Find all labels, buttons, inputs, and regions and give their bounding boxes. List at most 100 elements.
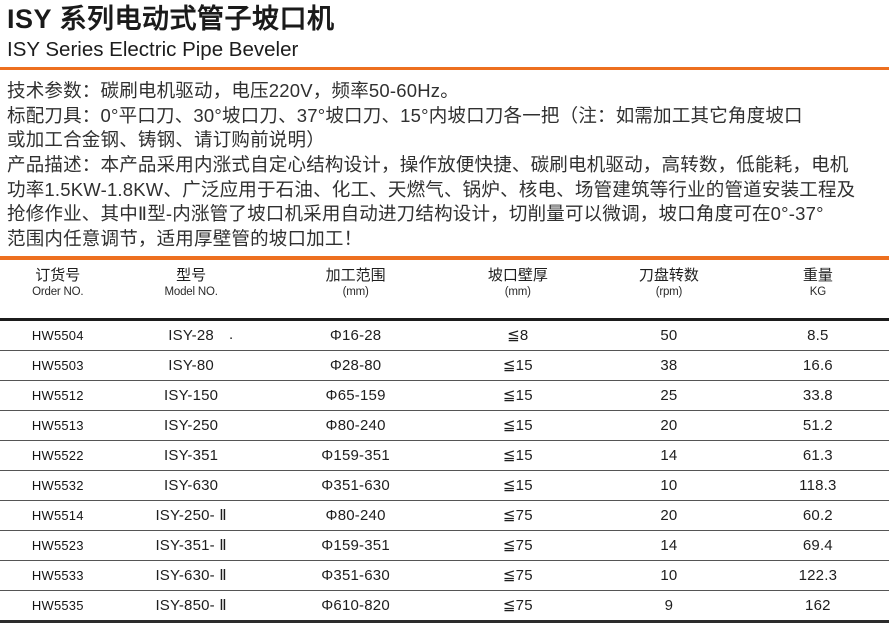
cell-model: ISY-80 [115, 350, 267, 381]
cell-weight: 16.6 [746, 350, 889, 381]
col-header-order-no: 订货号 Order NO. [0, 259, 116, 321]
cell-wall: ≦8 [444, 319, 592, 351]
col-header-rpm: 刀盘转数 (rpm) [591, 259, 747, 321]
body-text-line: 技术参数：碳刷电机驱动，电压220V，频率50-60Hz。 [7, 79, 459, 101]
page-title: ISY 系列电动式管子坡口机 [7, 4, 335, 34]
cell-model: ISY-150 [115, 380, 267, 411]
cell-model: ISY-630 [115, 470, 267, 501]
cell-order-no: HW5503 [0, 350, 116, 381]
cell-model: ISY-250 [115, 410, 267, 441]
cell-weight: 69.4 [746, 530, 889, 561]
spec-table-header: 订货号 Order NO. 型号 Model NO. 加工范围 (mm) 坡口壁… [0, 259, 889, 321]
cell-rpm: 14 [591, 530, 747, 561]
cell-range: Φ610-820 [266, 590, 445, 623]
spec-table: 订货号 Order NO. 型号 Model NO. 加工范围 (mm) 坡口壁… [0, 259, 889, 623]
table-row: HW5533 ISY-630- Ⅱ Φ351-630 ≦75 10 122.3 [0, 560, 889, 591]
orange-divider-table [0, 255, 889, 260]
cell-weight: 122.3 [746, 560, 889, 591]
cell-rpm: 14 [591, 440, 747, 471]
cell-wall: ≦75 [444, 560, 592, 591]
cell-wall: ≦15 [444, 470, 592, 501]
cell-order-no: HW5504 [0, 319, 116, 351]
cell-range: Φ351-630 [266, 560, 445, 591]
table-row: HW5512 ISY-150 Φ65-159 ≦15 25 33.8 [0, 380, 889, 411]
table-row: HW5532 ISY-630 Φ351-630 ≦15 10 118.3 [0, 470, 889, 501]
table-row: HW5513 ISY-250 Φ80-240 ≦15 20 51.2 [0, 410, 889, 441]
table-row: HW5514 ISY-250- Ⅱ Φ80-240 ≦75 20 60.2 [0, 500, 889, 531]
header-row: 订货号 Order NO. 型号 Model NO. 加工范围 (mm) 坡口壁… [0, 259, 889, 321]
col-header-zh: 刀盘转数 [638, 266, 699, 284]
cell-range: Φ16-28 [266, 319, 445, 351]
cell-order-no: HW5513 [0, 410, 116, 441]
cell-weight: 60.2 [746, 500, 889, 531]
body-text-line: 功率1.5KW-1.8KW、广泛应用于石油、化工、天燃气、锅炉、核电、场管建筑等… [7, 178, 856, 200]
cell-order-no: HW5532 [0, 470, 116, 501]
cell-weight: 162 [746, 590, 889, 623]
cell-rpm: 20 [591, 410, 747, 441]
body-text-line: 产品描述：本产品采用内涨式自定心结构设计，操作放便快捷、碳刷电机驱动，高转数，低… [7, 154, 849, 176]
cell-wall: ≦15 [444, 410, 592, 441]
col-header-en: KG [809, 285, 826, 298]
body-text-line: 抢修作业、其中Ⅱ型-内涨管了坡口机采用自动进刀结构设计，切削量可以微调，坡口角度… [7, 203, 824, 225]
cell-model: ISY-28 [115, 319, 267, 351]
col-header-en: Order NO. [32, 285, 84, 298]
table-row: HW5522 ISY-351 Φ159-351 ≦15 14 61.3 [0, 440, 889, 471]
cell-order-no: HW5535 [0, 590, 116, 623]
cell-range: Φ80-240 [266, 500, 445, 531]
cell-weight: 51.2 [746, 410, 889, 441]
cell-rpm: 10 [591, 470, 747, 501]
cell-model: ISY-850- Ⅱ [115, 590, 267, 623]
cell-range: Φ80-240 [266, 410, 445, 441]
col-header-en: (mm) [342, 285, 369, 298]
cell-model: ISY-630- Ⅱ [115, 560, 267, 591]
col-header-zh: 加工范围 [325, 266, 386, 284]
cell-wall: ≦75 [444, 500, 592, 531]
cell-rpm: 10 [591, 560, 747, 591]
col-header-wall-thickness: 坡口壁厚 (mm) [444, 259, 592, 321]
cell-order-no: HW5514 [0, 500, 116, 531]
body-text-line: 范围内任意调节，适用厚壁管的坡口加工！ [7, 228, 363, 250]
cell-model: ISY-351 [115, 440, 267, 471]
spec-table-body: HW5504 ISY-28 Φ16-28 ≦8 50 8.5 HW5503 IS… [0, 319, 889, 623]
cell-range: Φ28-80 [266, 350, 445, 381]
table-row: HW5503 ISY-80 Φ28-80 ≦15 38 16.6 [0, 350, 889, 381]
col-header-en: (mm) [504, 285, 531, 298]
catalog-page: ISY 系列电动式管子坡口机 ISY Series Electric Pipe … [0, 4, 889, 623]
product-description: 技术参数：碳刷电机驱动，电压220V，频率50-60Hz。 标配刀具：0°平口刀… [0, 79, 889, 252]
col-header-range: 加工范围 (mm) [266, 259, 445, 321]
col-header-en: (rpm) [655, 285, 683, 298]
cell-weight: 33.8 [746, 380, 889, 411]
cell-model: ISY-250- Ⅱ [115, 500, 267, 531]
cell-rpm: 50 [591, 319, 747, 351]
cell-weight: 118.3 [746, 470, 889, 501]
cell-order-no: HW5533 [0, 560, 116, 591]
cell-wall: ≦75 [444, 590, 592, 623]
table-row: HW5523 ISY-351- Ⅱ Φ159-351 ≦75 14 69.4 [0, 530, 889, 561]
page-subtitle: ISY Series Electric Pipe Beveler [7, 38, 299, 62]
cell-weight: 61.3 [746, 440, 889, 471]
cell-wall: ≦75 [444, 530, 592, 561]
cell-wall: ≦15 [444, 440, 592, 471]
cell-range: Φ65-159 [266, 380, 445, 411]
col-header-zh: 订货号 [35, 266, 81, 284]
cell-model: ISY-351- Ⅱ [115, 530, 267, 561]
cell-rpm: 9 [591, 590, 747, 623]
cell-wall: ≦15 [444, 350, 592, 381]
col-header-zh: 型号 [176, 266, 207, 284]
table-row: HW5535 ISY-850- Ⅱ Φ610-820 ≦75 9 162 [0, 590, 889, 623]
table-row: HW5504 ISY-28 Φ16-28 ≦8 50 8.5 [0, 319, 889, 351]
cell-order-no: HW5512 [0, 380, 116, 411]
cell-order-no: HW5522 [0, 440, 116, 471]
cell-rpm: 20 [591, 500, 747, 531]
body-text-line: 标配刀具：0°平口刀、30°坡口刀、37°坡口刀、15°内坡口刀各一把（注：如需… [7, 104, 803, 126]
cell-order-no: HW5523 [0, 530, 116, 561]
stray-dot-artifact: . [229, 326, 234, 343]
col-header-model: 型号 Model NO. [115, 259, 267, 321]
col-header-weight: 重量 KG [746, 259, 889, 321]
cell-wall: ≦15 [444, 380, 592, 411]
cell-range: Φ159-351 [266, 440, 445, 471]
cell-weight: 8.5 [746, 319, 889, 351]
cell-rpm: 25 [591, 380, 747, 411]
cell-range: Φ159-351 [266, 530, 445, 561]
cell-rpm: 38 [591, 350, 747, 381]
